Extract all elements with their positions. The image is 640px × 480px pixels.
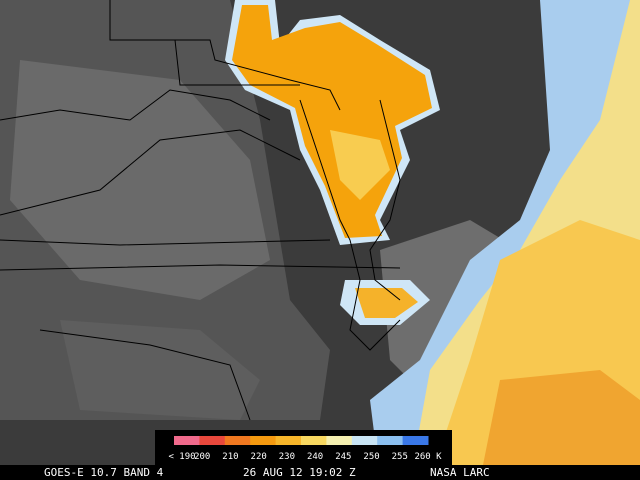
colorbar-label: 200: [194, 452, 210, 462]
colorbar-swatch: [250, 436, 277, 445]
colorbar-label: 250: [363, 452, 379, 462]
satellite-label: GOES-E 10.7 BAND 4: [44, 466, 164, 479]
land-clouds: [0, 0, 520, 420]
source-label: NASA LARC: [430, 466, 490, 479]
timestamp: 26 AUG 12 19:02 Z: [243, 466, 356, 479]
colorbar-swatch: [174, 436, 200, 445]
colorbar-label: 255: [392, 452, 408, 462]
colorbar-swatch: [301, 436, 327, 445]
colorbar-swatch: [351, 436, 378, 445]
storm-clouds: [225, 0, 640, 480]
colorbar-label: 245: [335, 452, 351, 462]
colorbar-label: 210: [222, 452, 238, 462]
colorbar-swatch: [402, 436, 429, 445]
colorbar-label: 260 K: [414, 452, 442, 462]
colorbar-label: 220: [251, 452, 267, 462]
colorbar-label: 240: [307, 452, 323, 462]
footer-bar: [0, 465, 640, 480]
colorbar-label: < 190: [168, 452, 195, 462]
colorbar-swatch: [275, 436, 302, 445]
colorbar-swatch: [377, 436, 404, 445]
colorbar-label: 230: [279, 452, 295, 462]
colorbar-swatch: [199, 436, 226, 445]
colorbar-swatch: [224, 436, 251, 445]
colorbar-swatch: [326, 436, 353, 445]
state-borders: [0, 0, 401, 421]
